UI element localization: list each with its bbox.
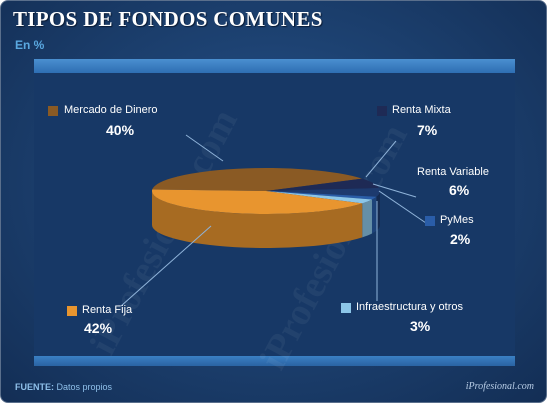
slice-side-5 [152,191,363,248]
panel-top-bar [34,59,515,73]
label-renta-variable: Renta Variable [417,166,489,178]
value-pymes: 2% [450,231,471,247]
slice-1 [266,178,380,191]
slice-4 [266,191,372,204]
leader-line-2 [372,183,417,198]
leader-line-5 [120,225,212,307]
label-infraestructura: Infraestructura y otros [356,301,463,313]
slice-3 [266,191,377,200]
value-renta-mixta: 7% [417,122,438,138]
label-renta-mixta: Renta Mixta [392,104,451,116]
legend-swatch-renta-mixta [377,106,387,116]
value-mercado-de-dinero: 40% [106,122,135,138]
slice-0 [152,168,363,191]
chart-title: TIPOS DE FONDOS COMUNES [13,7,323,31]
legend-swatch-infraestructura [341,303,351,313]
legend-swatch-mercado-de-dinero [48,106,58,116]
chart-subtitle: En % [15,38,45,52]
value-renta-variable: 6% [449,182,470,198]
slice-5 [152,189,363,215]
source-label: FUENTE: [15,382,54,392]
slice-2 [266,188,381,197]
label-pymes: PyMes [440,214,474,226]
brand-text: iProfesional.com [465,381,534,392]
leader-line-0 [185,134,224,162]
value-infraestructura: 3% [410,318,431,334]
legend-swatch-renta-fija [67,306,77,316]
source-value: Datos propios [56,382,113,392]
label-mercado-de-dinero: Mercado de Dinero [64,104,158,116]
leader-line-3 [378,190,427,224]
legend-swatch-pymes [425,216,435,226]
leader-line-1 [365,140,397,178]
slice-side-4 [362,199,372,238]
source-note: FUENTE: Datos propios [15,382,112,392]
value-renta-fija: 42% [84,320,113,336]
slice-side-3 [371,196,377,234]
label-renta-fija: Renta Fija [82,304,133,316]
panel-bottom-bar [34,356,515,366]
